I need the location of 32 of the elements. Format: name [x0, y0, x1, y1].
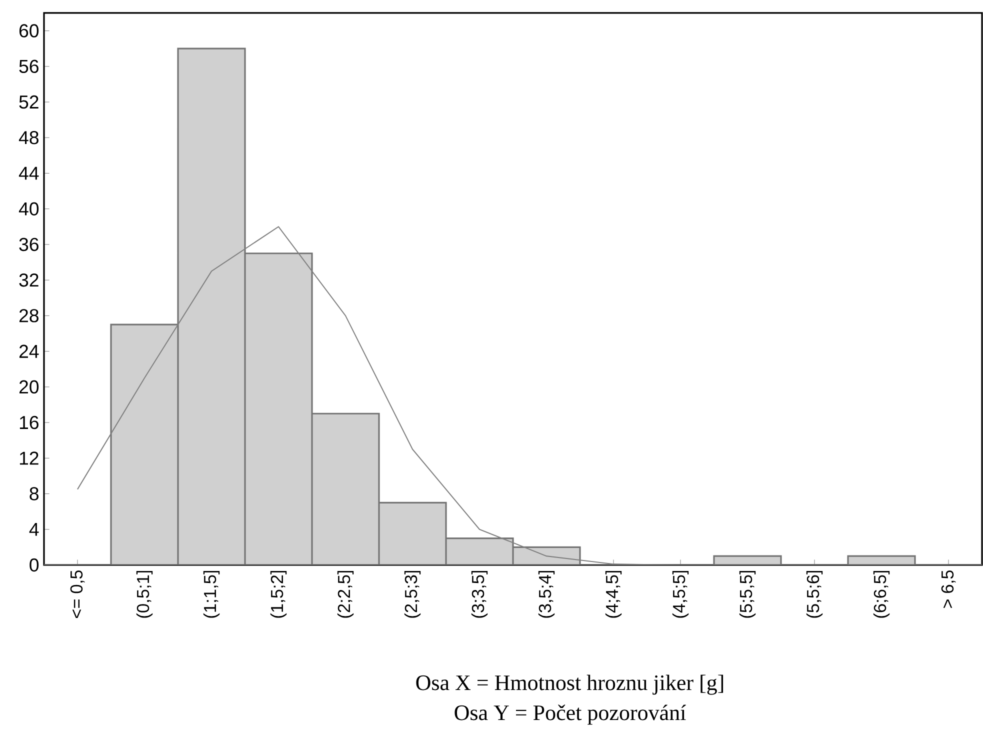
x-tick-label: <= 0,5 — [70, 570, 85, 618]
text: Osa X = Hmotnost hroznu jiker [g] — [416, 674, 724, 695]
y-tick-label: 12 — [20, 452, 38, 465]
x-tick-label: (3;3,5] — [471, 570, 488, 618]
y-tick-label: 0 — [30, 558, 39, 572]
y-tick-label: 36 — [19, 238, 38, 252]
y-tick-label: 52 — [19, 95, 38, 109]
y-tick-label: 4 — [29, 522, 39, 536]
x-tick-label: (2,5;3] — [404, 570, 421, 618]
text: Osa Y = Počet pozorování — [454, 704, 686, 725]
y-tick-label: 8 — [30, 487, 38, 500]
x-tick-label: (4,5;5] — [672, 570, 689, 618]
y-tick-label: 24 — [19, 344, 39, 358]
y-tick-label: 16 — [20, 416, 38, 430]
x-tick-label: (4;4,5] — [605, 570, 622, 618]
y-tick-label: 56 — [19, 60, 38, 74]
y-tick-label: 60 — [19, 24, 39, 38]
y-tick-label: 28 — [19, 309, 38, 322]
x-tick-label: (1,5;2] — [270, 570, 287, 618]
y-tick-label: 40 — [18, 202, 39, 216]
y-tick-label: 20 — [19, 380, 39, 394]
y-tick-label: 44 — [18, 166, 39, 180]
y-tick-label: 48 — [18, 131, 38, 144]
x-tick-label: (6;6,5] — [873, 570, 890, 618]
x-tick-label: (2;2,5] — [337, 570, 354, 618]
x-tick-label: (5;5,5] — [739, 570, 756, 618]
x-tick-label: (3,5;4] — [538, 570, 555, 618]
y-tick-label: 32 — [19, 273, 38, 287]
x-tick-label: (1;1,5] — [203, 570, 220, 618]
x-tick-label: (5,5;6] — [806, 570, 823, 618]
x-tick-label: > 6,5 — [941, 570, 956, 608]
x-tick-label: (0,5;1] — [136, 570, 153, 618]
